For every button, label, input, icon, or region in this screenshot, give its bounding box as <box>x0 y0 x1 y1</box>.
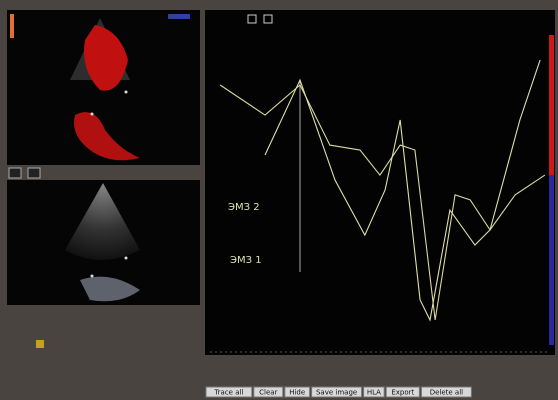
toolbar: Trace all Clear Hide Save image HLA Export Del… <box>206 387 471 397</box>
screen: ЭМЗ 2 ЭМЗ 1 Trace all Clear Hide Save image… <box>0 0 558 400</box>
marker <box>125 91 128 94</box>
button-label: Delete all <box>430 389 463 397</box>
toolbar-button[interactable]: Trace all <box>206 387 252 397</box>
marker <box>91 275 94 278</box>
scale-bar <box>549 35 554 175</box>
button-label: Trace all <box>213 389 243 397</box>
toolbar-button[interactable]: Delete all <box>421 387 471 397</box>
series-label: ЭМЗ 2 <box>228 202 260 213</box>
button-label: Save image <box>316 389 357 397</box>
series-label: ЭМЗ 1 <box>230 255 262 266</box>
button-label: Clear <box>259 389 277 397</box>
toolbar-button[interactable]: Export <box>386 387 419 397</box>
thumb[interactable] <box>9 168 21 178</box>
toolbar-button[interactable]: HLA <box>364 387 385 397</box>
thumb[interactable] <box>28 168 40 178</box>
scale-bar <box>549 175 554 345</box>
badge <box>168 14 190 19</box>
color-scale <box>10 14 14 38</box>
marker <box>91 113 94 116</box>
toolbar-button[interactable]: Hide <box>285 387 310 397</box>
icon <box>36 340 44 348</box>
toolbar-button[interactable]: Clear <box>254 387 283 397</box>
button-label: Export <box>391 389 414 397</box>
button-label: HLA <box>367 389 381 397</box>
marker <box>125 257 128 260</box>
button-label: Hide <box>289 389 305 397</box>
toolbar-button[interactable]: Save image <box>312 387 362 397</box>
